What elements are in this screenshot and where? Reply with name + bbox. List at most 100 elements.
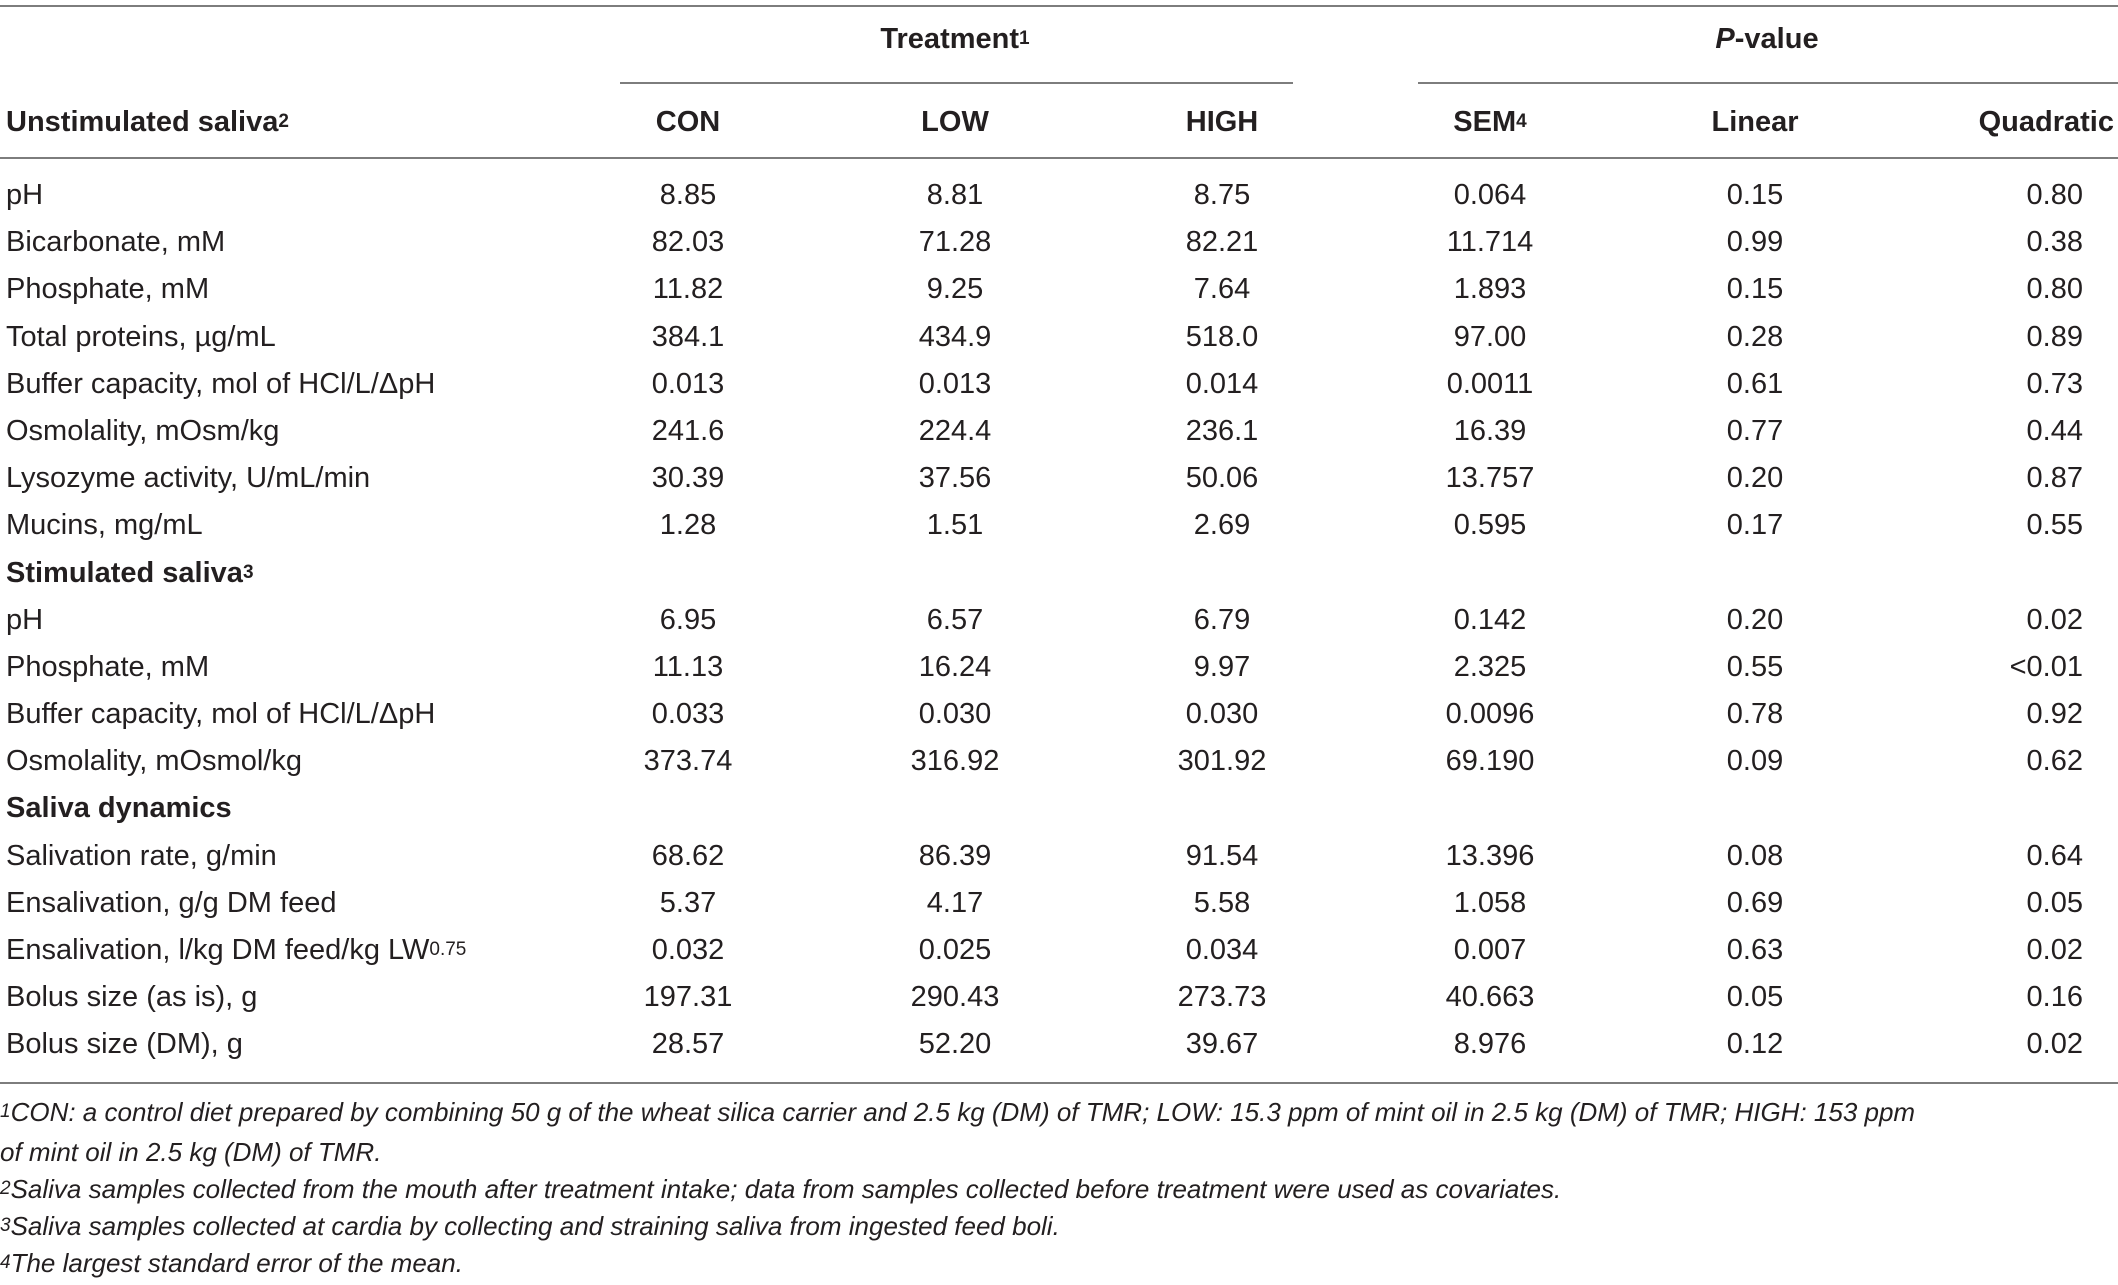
cell-quadratic: 0.44 bbox=[2026, 414, 2083, 447]
footnote-4: 4The largest standard error of the mean. bbox=[0, 1248, 463, 1278]
row-label: Total proteins, µg/mL bbox=[6, 320, 276, 353]
row-label: Lysozyme activity, U/mL/min bbox=[6, 462, 371, 495]
table-row: Buffer capacity, mol of HCl/L/ΔpH 0.033 0.… bbox=[0, 691, 2118, 738]
cell-con: 0.032 bbox=[651, 934, 725, 966]
cell-low: 52.20 bbox=[918, 1028, 992, 1061]
cell-con: 82.03 bbox=[651, 226, 725, 259]
cell-quadratic: 0.62 bbox=[2026, 745, 2083, 778]
section-header-row: Saliva dynamics bbox=[0, 785, 2118, 832]
cell-low: 290.43 bbox=[910, 981, 1000, 1014]
col-header-linear: Linear bbox=[1711, 106, 1799, 138]
cell-quadratic: 0.87 bbox=[2026, 462, 2083, 495]
cell-quadratic: 0.80 bbox=[2026, 273, 2083, 306]
cell-quadratic: 0.73 bbox=[2026, 367, 2083, 400]
row-label: pH bbox=[6, 179, 44, 211]
table-row: Bicarbonate, mM 82.03 71.28 82.21 11.714 0.99… bbox=[0, 219, 2118, 266]
cell-linear: 0.77 bbox=[1726, 414, 1784, 447]
cell-con: 197.31 bbox=[643, 981, 733, 1014]
cell-con: 30.39 bbox=[651, 462, 725, 495]
table-row: Salivation rate, g/min 68.62 86.39 91.54 13.… bbox=[0, 833, 2118, 880]
cell-low: 316.92 bbox=[910, 745, 1000, 778]
cell-low: 1.51 bbox=[926, 509, 984, 542]
cell-quadratic: <0.01 bbox=[2009, 650, 2083, 683]
row-label: pH bbox=[6, 603, 44, 636]
table-row: Buffer capacity, mol of HCl/L/ΔpH 0.013 0.… bbox=[0, 361, 2118, 408]
cell-linear: 0.09 bbox=[1726, 745, 1784, 778]
section-label: Saliva dynamics bbox=[6, 792, 232, 825]
footnote-1-line-2: of mint oil in 2.5 kg (DM) of TMR. bbox=[0, 1137, 382, 1167]
cell-quadratic: 0.38 bbox=[2026, 226, 2083, 259]
cell-sem: 40.663 bbox=[1445, 981, 1535, 1014]
cell-sem: 0.595 bbox=[1453, 509, 1527, 542]
cell-linear: 0.20 bbox=[1726, 603, 1784, 636]
header-bottom-rule bbox=[0, 157, 2118, 159]
col-header-con: CON bbox=[655, 106, 721, 138]
cell-sem: 0.064 bbox=[1453, 179, 1527, 211]
cell-sem: 0.007 bbox=[1453, 934, 1527, 966]
table-row: Bolus size (DM), g 28.57 52.20 39.67 8.976 0.… bbox=[0, 1021, 2118, 1068]
cell-low: 71.28 bbox=[918, 226, 992, 259]
cell-low: 0.025 bbox=[918, 934, 992, 966]
cell-con: 1.28 bbox=[659, 509, 717, 542]
table-row: Phosphate, mM 11.82 9.25 7.64 1.893 0.15 0.80 bbox=[0, 266, 2118, 313]
row-label: Ensalivation, l/kg DM feed/kg LW0.75 bbox=[6, 934, 467, 966]
row-label: Buffer capacity, mol of HCl/L/ΔpH bbox=[6, 367, 436, 400]
cell-con: 373.74 bbox=[643, 745, 733, 778]
table-row: Phosphate, mM 11.13 16.24 9.97 2.325 0.55 <0.0… bbox=[0, 644, 2118, 691]
footnote-3: 3Saliva samples collected at cardia by c… bbox=[0, 1211, 1060, 1241]
cell-high: 6.79 bbox=[1193, 603, 1251, 636]
cell-sem: 0.0096 bbox=[1445, 698, 1535, 731]
cell-high: 39.67 bbox=[1185, 1028, 1259, 1061]
footnote-1-line-1: 1CON: a control diet prepared by combini… bbox=[0, 1097, 1916, 1127]
table-row: Mucins, mg/mL 1.28 1.51 2.69 0.595 0.17 0.55 bbox=[0, 502, 2118, 549]
table-bottom-rule bbox=[0, 1082, 2118, 1084]
cell-low: 6.57 bbox=[926, 603, 984, 636]
cell-quadratic: 0.02 bbox=[2026, 934, 2083, 966]
cell-con: 241.6 bbox=[651, 414, 725, 447]
cell-sem: 69.190 bbox=[1445, 745, 1535, 778]
col-header-quadratic: Quadratic bbox=[1978, 106, 2114, 138]
cell-sem: 0.0011 bbox=[1446, 367, 1534, 400]
cell-quadratic: 0.80 bbox=[2026, 179, 2083, 211]
cell-high: 0.034 bbox=[1185, 934, 1259, 966]
row-label: Phosphate, mM bbox=[6, 650, 210, 683]
cell-sem: 2.325 bbox=[1453, 650, 1527, 683]
table-row: Ensalivation, l/kg DM feed/kg LW0.75 0.03… bbox=[0, 927, 2118, 974]
cell-con: 0.033 bbox=[651, 698, 725, 731]
cell-sem: 1.058 bbox=[1453, 886, 1527, 919]
cell-linear: 0.20 bbox=[1726, 462, 1784, 495]
cell-high: 236.1 bbox=[1185, 414, 1259, 447]
cell-high: 91.54 bbox=[1185, 839, 1259, 872]
cell-linear: 0.28 bbox=[1726, 320, 1784, 353]
cell-low: 4.17 bbox=[926, 886, 984, 919]
cell-high: 2.69 bbox=[1193, 509, 1251, 542]
col-header-high: HIGH bbox=[1185, 106, 1259, 138]
table-row: Osmolality, mOsm/kg 241.6 224.4 236.1 16.39 0… bbox=[0, 408, 2118, 455]
row-label: Ensalivation, g/g DM feed bbox=[6, 886, 337, 919]
cell-low: 86.39 bbox=[918, 839, 992, 872]
cell-low: 9.25 bbox=[926, 273, 984, 306]
treatment-group-rule bbox=[620, 82, 1293, 84]
cell-low: 0.013 bbox=[918, 367, 992, 400]
cell-quadratic: 0.89 bbox=[2026, 320, 2083, 353]
cell-high: 9.97 bbox=[1193, 650, 1251, 683]
section-header-row: Stimulated saliva3 bbox=[0, 550, 2118, 597]
cell-sem: 11.714 bbox=[1446, 226, 1534, 259]
row-label: Bolus size (DM), g bbox=[6, 1028, 243, 1061]
cell-low: 16.24 bbox=[918, 650, 992, 683]
cell-con: 11.13 bbox=[652, 650, 724, 683]
cell-sem: 97.00 bbox=[1453, 320, 1527, 353]
table-top-rule bbox=[0, 5, 2118, 7]
cell-quadratic: 0.55 bbox=[2026, 509, 2083, 542]
cell-quadratic: 0.02 bbox=[2026, 603, 2083, 636]
treatment-group-header: Treatment1 bbox=[880, 23, 1030, 55]
row-label: Mucins, mg/mL bbox=[6, 509, 203, 542]
cell-quadratic: 0.92 bbox=[2026, 698, 2083, 731]
cell-linear: 0.69 bbox=[1726, 886, 1784, 919]
cell-sem: 13.757 bbox=[1445, 462, 1535, 495]
cell-low: 224.4 bbox=[918, 414, 992, 447]
cell-high: 7.64 bbox=[1193, 273, 1251, 306]
table-row: Bolus size (as is), g 197.31 290.43 273.73 4… bbox=[0, 974, 2118, 1021]
table-body: pH 8.85 8.81 8.75 0.064 0.15 0.80 Bicarbonate, … bbox=[0, 172, 2118, 1069]
cell-high: 518.0 bbox=[1185, 320, 1259, 353]
